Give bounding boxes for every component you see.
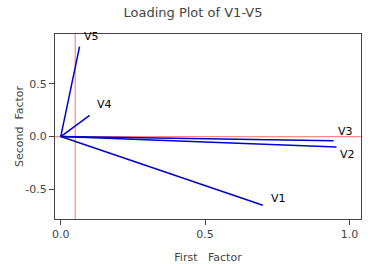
svg-text:0.0: 0.0 bbox=[52, 228, 70, 241]
svg-text:V5: V5 bbox=[84, 30, 99, 43]
svg-text:V4: V4 bbox=[97, 98, 112, 111]
svg-text:0.5: 0.5 bbox=[196, 228, 214, 241]
svg-text:Loading Plot of V1-V5: Loading Plot of V1-V5 bbox=[124, 5, 263, 20]
svg-text:0.0: 0.0 bbox=[29, 130, 47, 143]
svg-text:-0.5: -0.5 bbox=[25, 183, 46, 196]
svg-text:0.5: 0.5 bbox=[29, 78, 47, 91]
svg-text:V3: V3 bbox=[338, 125, 353, 138]
svg-text:V1: V1 bbox=[271, 192, 286, 205]
svg-text:First Factor: First Factor bbox=[174, 251, 242, 264]
svg-text:1.0: 1.0 bbox=[341, 228, 359, 241]
svg-text:V2: V2 bbox=[340, 148, 355, 161]
svg-text:Second Factor: Second Factor bbox=[13, 85, 26, 167]
